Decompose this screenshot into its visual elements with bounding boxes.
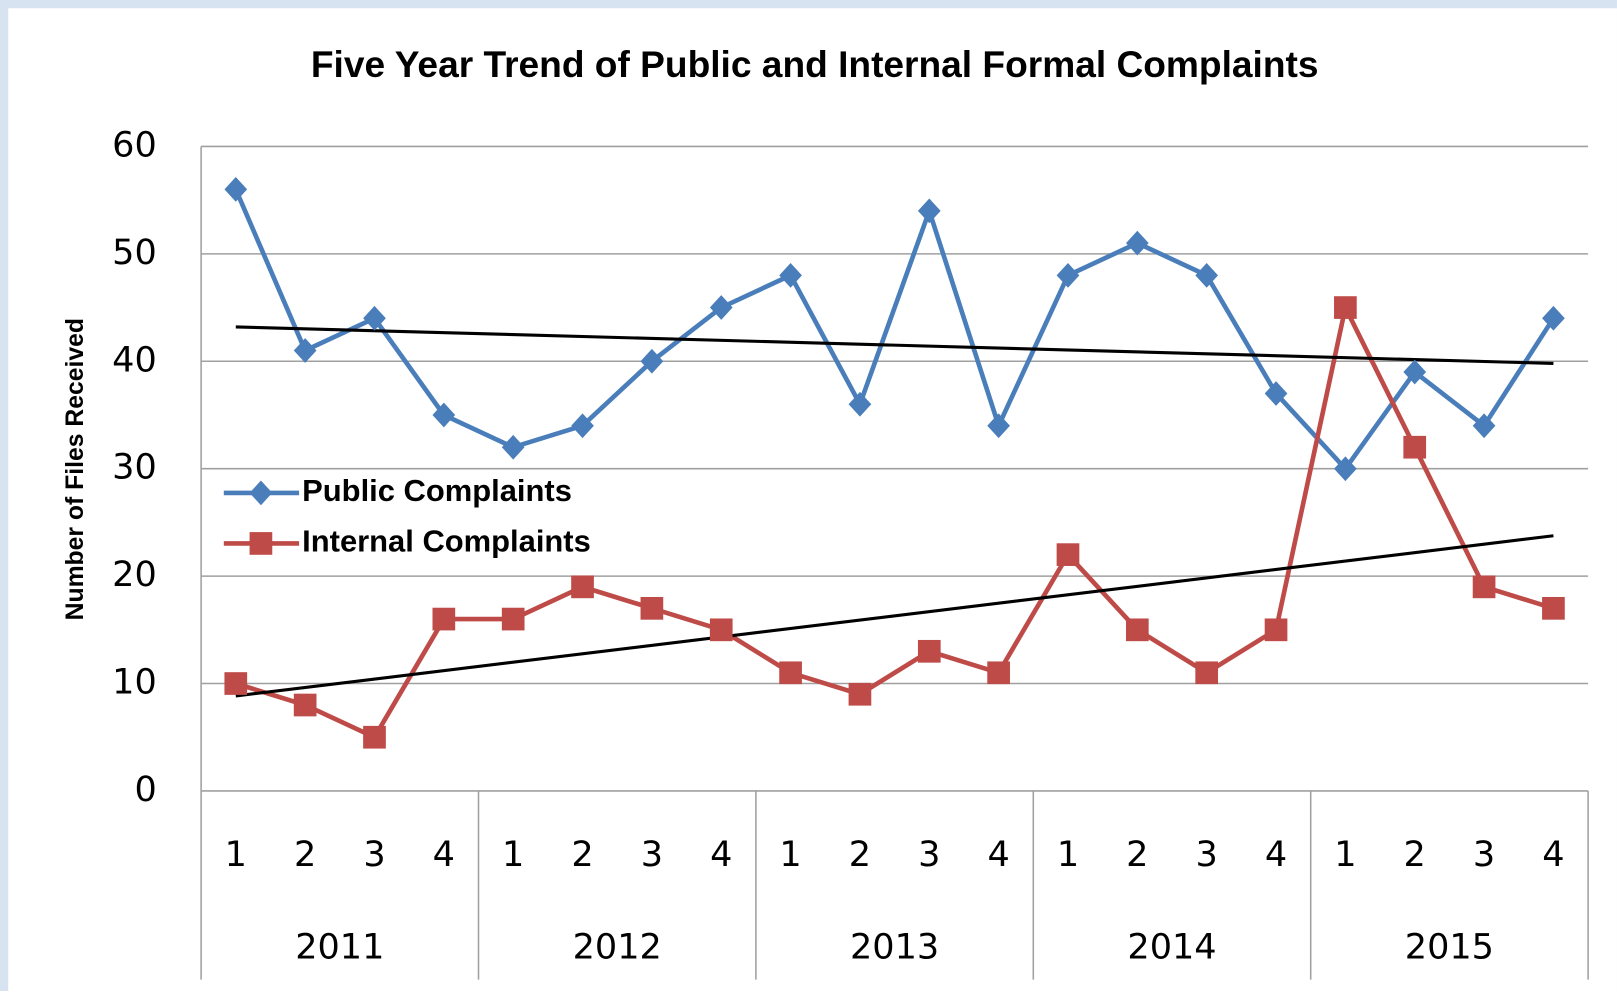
marker bbox=[249, 532, 273, 555]
x-group-label: 2015 bbox=[1405, 927, 1494, 968]
trendline bbox=[235, 534, 1554, 698]
x-tick-label: 2 bbox=[1404, 834, 1426, 875]
marker bbox=[363, 725, 386, 749]
y-tick-label: 50 bbox=[112, 232, 157, 273]
x-tick-label: 4 bbox=[433, 834, 455, 875]
marker bbox=[640, 348, 664, 374]
x-tick-label: 1 bbox=[1057, 834, 1079, 875]
legend-label: Public Complaints bbox=[302, 473, 572, 508]
y-tick-label: 30 bbox=[112, 447, 157, 488]
x-tick-label: 2 bbox=[294, 834, 316, 875]
x-group-label: 2012 bbox=[573, 927, 662, 968]
x-tick-label: 4 bbox=[1265, 834, 1287, 875]
chart-area bbox=[8, 8, 1617, 991]
marker bbox=[293, 693, 317, 717]
marker bbox=[848, 391, 872, 417]
x-group-label: 2014 bbox=[1127, 927, 1216, 968]
marker bbox=[1056, 262, 1080, 288]
marker bbox=[779, 661, 802, 685]
marker bbox=[432, 607, 456, 631]
trendline bbox=[235, 325, 1554, 365]
x-tick-label: 1 bbox=[779, 834, 801, 875]
y-tick-label: 20 bbox=[112, 554, 157, 595]
marker bbox=[987, 413, 1010, 439]
x-tick-label: 2 bbox=[849, 834, 871, 875]
x-tick-label: 3 bbox=[1473, 834, 1495, 875]
marker bbox=[1334, 296, 1357, 319]
marker bbox=[1542, 596, 1565, 620]
series-line bbox=[235, 300, 1555, 741]
x-tick-label: 4 bbox=[710, 834, 732, 875]
marker bbox=[779, 262, 802, 288]
marker bbox=[571, 575, 594, 599]
marker bbox=[640, 596, 664, 620]
x-tick-label: 3 bbox=[1196, 834, 1218, 875]
marker bbox=[224, 177, 248, 202]
marker bbox=[224, 672, 248, 695]
y-tick-label: 60 bbox=[112, 124, 157, 165]
marker bbox=[1472, 413, 1496, 439]
series-line bbox=[233, 188, 1556, 473]
y-tick-label: 40 bbox=[112, 339, 157, 380]
marker bbox=[917, 639, 941, 663]
x-group-label: 2011 bbox=[295, 927, 384, 968]
marker bbox=[1056, 543, 1080, 566]
x-group-label: 2013 bbox=[850, 927, 939, 968]
marker bbox=[1264, 618, 1288, 642]
marker bbox=[1403, 435, 1427, 459]
x-tick-label: 3 bbox=[918, 834, 940, 875]
x-tick-label: 4 bbox=[987, 834, 1009, 875]
x-tick-label: 4 bbox=[1542, 834, 1564, 875]
y-tick-label: 10 bbox=[112, 662, 157, 703]
x-tick-label: 2 bbox=[571, 834, 593, 875]
x-tick-label: 2 bbox=[1126, 834, 1148, 875]
marker bbox=[1195, 661, 1219, 685]
y-axis-label: Number of Files Received bbox=[62, 318, 89, 620]
marker bbox=[1542, 305, 1565, 331]
marker bbox=[1472, 575, 1496, 599]
x-tick-label: 1 bbox=[225, 834, 247, 875]
marker bbox=[1125, 618, 1149, 642]
y-tick-label: 0 bbox=[134, 769, 156, 810]
marker bbox=[709, 618, 733, 642]
x-tick-label: 1 bbox=[1334, 834, 1356, 875]
legend-label: Internal Complaints bbox=[302, 524, 591, 559]
marker bbox=[848, 682, 872, 706]
marker bbox=[293, 338, 317, 363]
marker bbox=[501, 607, 525, 631]
marker bbox=[571, 413, 594, 439]
marker bbox=[363, 305, 386, 331]
x-tick-label: 3 bbox=[363, 834, 385, 875]
marker bbox=[432, 402, 456, 428]
marker bbox=[987, 661, 1010, 685]
x-tick-label: 1 bbox=[502, 834, 524, 875]
chart-title: Five Year Trend of Public and Internal F… bbox=[311, 43, 1319, 85]
x-tick-label: 3 bbox=[641, 834, 663, 875]
marker bbox=[249, 480, 273, 506]
